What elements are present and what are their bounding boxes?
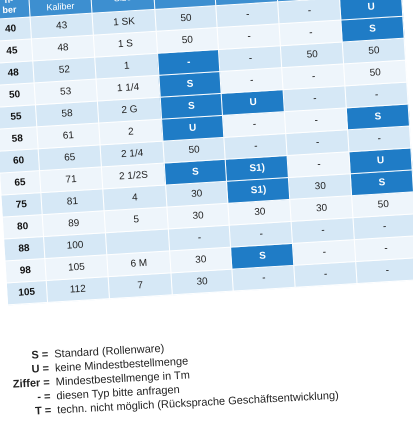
cell: 60 [0, 148, 40, 174]
cell: 65 [0, 170, 41, 196]
cell: 58 [0, 126, 38, 152]
cell: 105 [6, 280, 48, 305]
legend: S = Standard (Rollenware) U = keine Mindest… [6, 333, 339, 420]
cell: 98 [4, 258, 46, 283]
cell: 112 [45, 276, 110, 303]
cell: 7 [108, 272, 173, 299]
cell: 50 [0, 82, 36, 108]
cell: - [355, 257, 413, 284]
cell: 55 [0, 104, 37, 130]
cell: 48 [0, 60, 34, 86]
cell: 30 [170, 269, 234, 295]
size-table: n- berFüll- KaliberSizer40431 SK50--U454… [0, 0, 413, 305]
cell: 40 [0, 17, 32, 42]
cell: 75 [0, 192, 42, 218]
cell: 80 [2, 214, 44, 240]
cell: 45 [0, 38, 33, 64]
legend-symbol: T = [34, 404, 52, 418]
cell: - [232, 265, 296, 292]
cell: 88 [3, 236, 45, 261]
cell: - [294, 261, 358, 288]
